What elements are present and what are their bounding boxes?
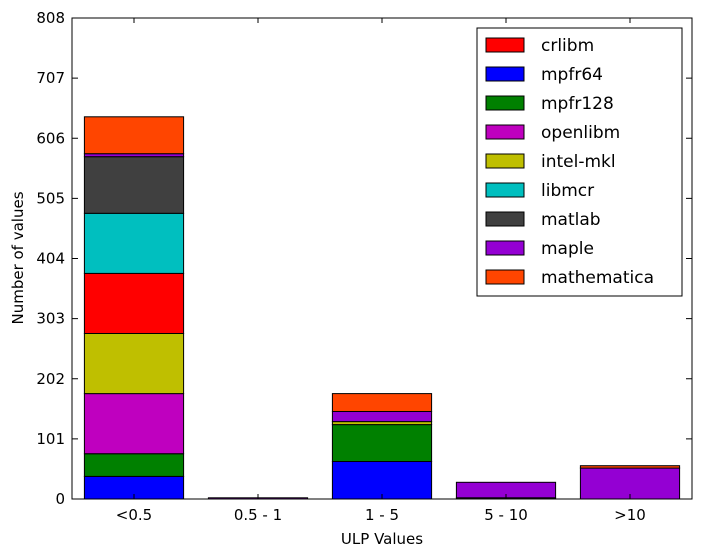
plot-frame (71, 17, 693, 500)
bar-segment-mathematica (331, 393, 433, 413)
legend-swatch-intel-mkl (485, 153, 525, 169)
legend-swatch-mathematica (485, 269, 525, 285)
x-axis-label: ULP Values (341, 530, 423, 548)
y-tick-label: 303 (36, 310, 65, 328)
legend-swatch-openlibm (485, 124, 525, 140)
legend-swatch-crlibm (485, 37, 525, 53)
legend-swatch-libmcr (485, 182, 525, 198)
bar-segment-mathematica (579, 465, 681, 469)
bar-segment-maple (579, 467, 681, 500)
axis-ticks: <0.5 0.5 - 1 1 - 5 5 - 10 >10 0 101 202 303 404 50… (36, 9, 692, 524)
legend-label-intel-mkl: intel-mkl (541, 152, 616, 172)
bar-segment-mpfr128 (83, 453, 185, 477)
bar-segment-libmcr (83, 212, 185, 274)
y-tick-label: 606 (36, 129, 65, 147)
legend-label-matlab: matlab (541, 210, 601, 230)
legend-label-libmcr: libmcr (541, 181, 594, 201)
bar-segment-mpfr64 (331, 461, 433, 500)
bars-layer (83, 116, 681, 500)
legend-label-openlibm: openlibm (541, 123, 620, 143)
x-tick-label: 0.5 - 1 (234, 506, 282, 524)
bar-segment-mpfr128 (331, 424, 433, 463)
x-tick-label: 5 - 10 (484, 506, 528, 524)
x-tick-label: 1 - 5 (365, 506, 399, 524)
y-tick-label: 808 (36, 9, 65, 27)
legend-label-mpfr128: mpfr128 (541, 94, 614, 114)
legend-swatch-maple (485, 240, 525, 256)
bar-segment-intel-mkl (83, 333, 185, 395)
y-tick-label: 202 (36, 370, 65, 388)
bar-segment-mathematica (83, 116, 185, 155)
y-tick-label: 404 (36, 250, 65, 268)
bar-segment-matlab (83, 156, 185, 214)
legend-label-crlibm: crlibm (541, 36, 594, 56)
y-tick-label: 0 (55, 490, 65, 508)
bar-segment-maple (331, 411, 433, 423)
legend-swatch-mpfr128 (485, 95, 525, 111)
x-tick-label: <0.5 (116, 506, 152, 524)
bar-segment-openlibm (83, 393, 185, 455)
legend-label-maple: maple (541, 239, 594, 259)
legend-swatch-mpfr64 (485, 66, 525, 82)
legend: crlibm mpfr64 mpfr128 openlibm intel-mkl libm… (476, 27, 683, 297)
bar-segment-crlibm (83, 272, 185, 334)
legend-swatch-matlab (485, 211, 525, 227)
legend-label-mpfr64: mpfr64 (541, 65, 603, 85)
y-tick-label: 707 (36, 69, 65, 87)
x-tick-label: >10 (614, 506, 646, 524)
y-tick-label: 101 (36, 430, 65, 448)
y-tick-label: 505 (36, 189, 65, 207)
legend-label-mathematica: mathematica (541, 268, 654, 288)
y-axis-label: Number of values (9, 191, 27, 324)
